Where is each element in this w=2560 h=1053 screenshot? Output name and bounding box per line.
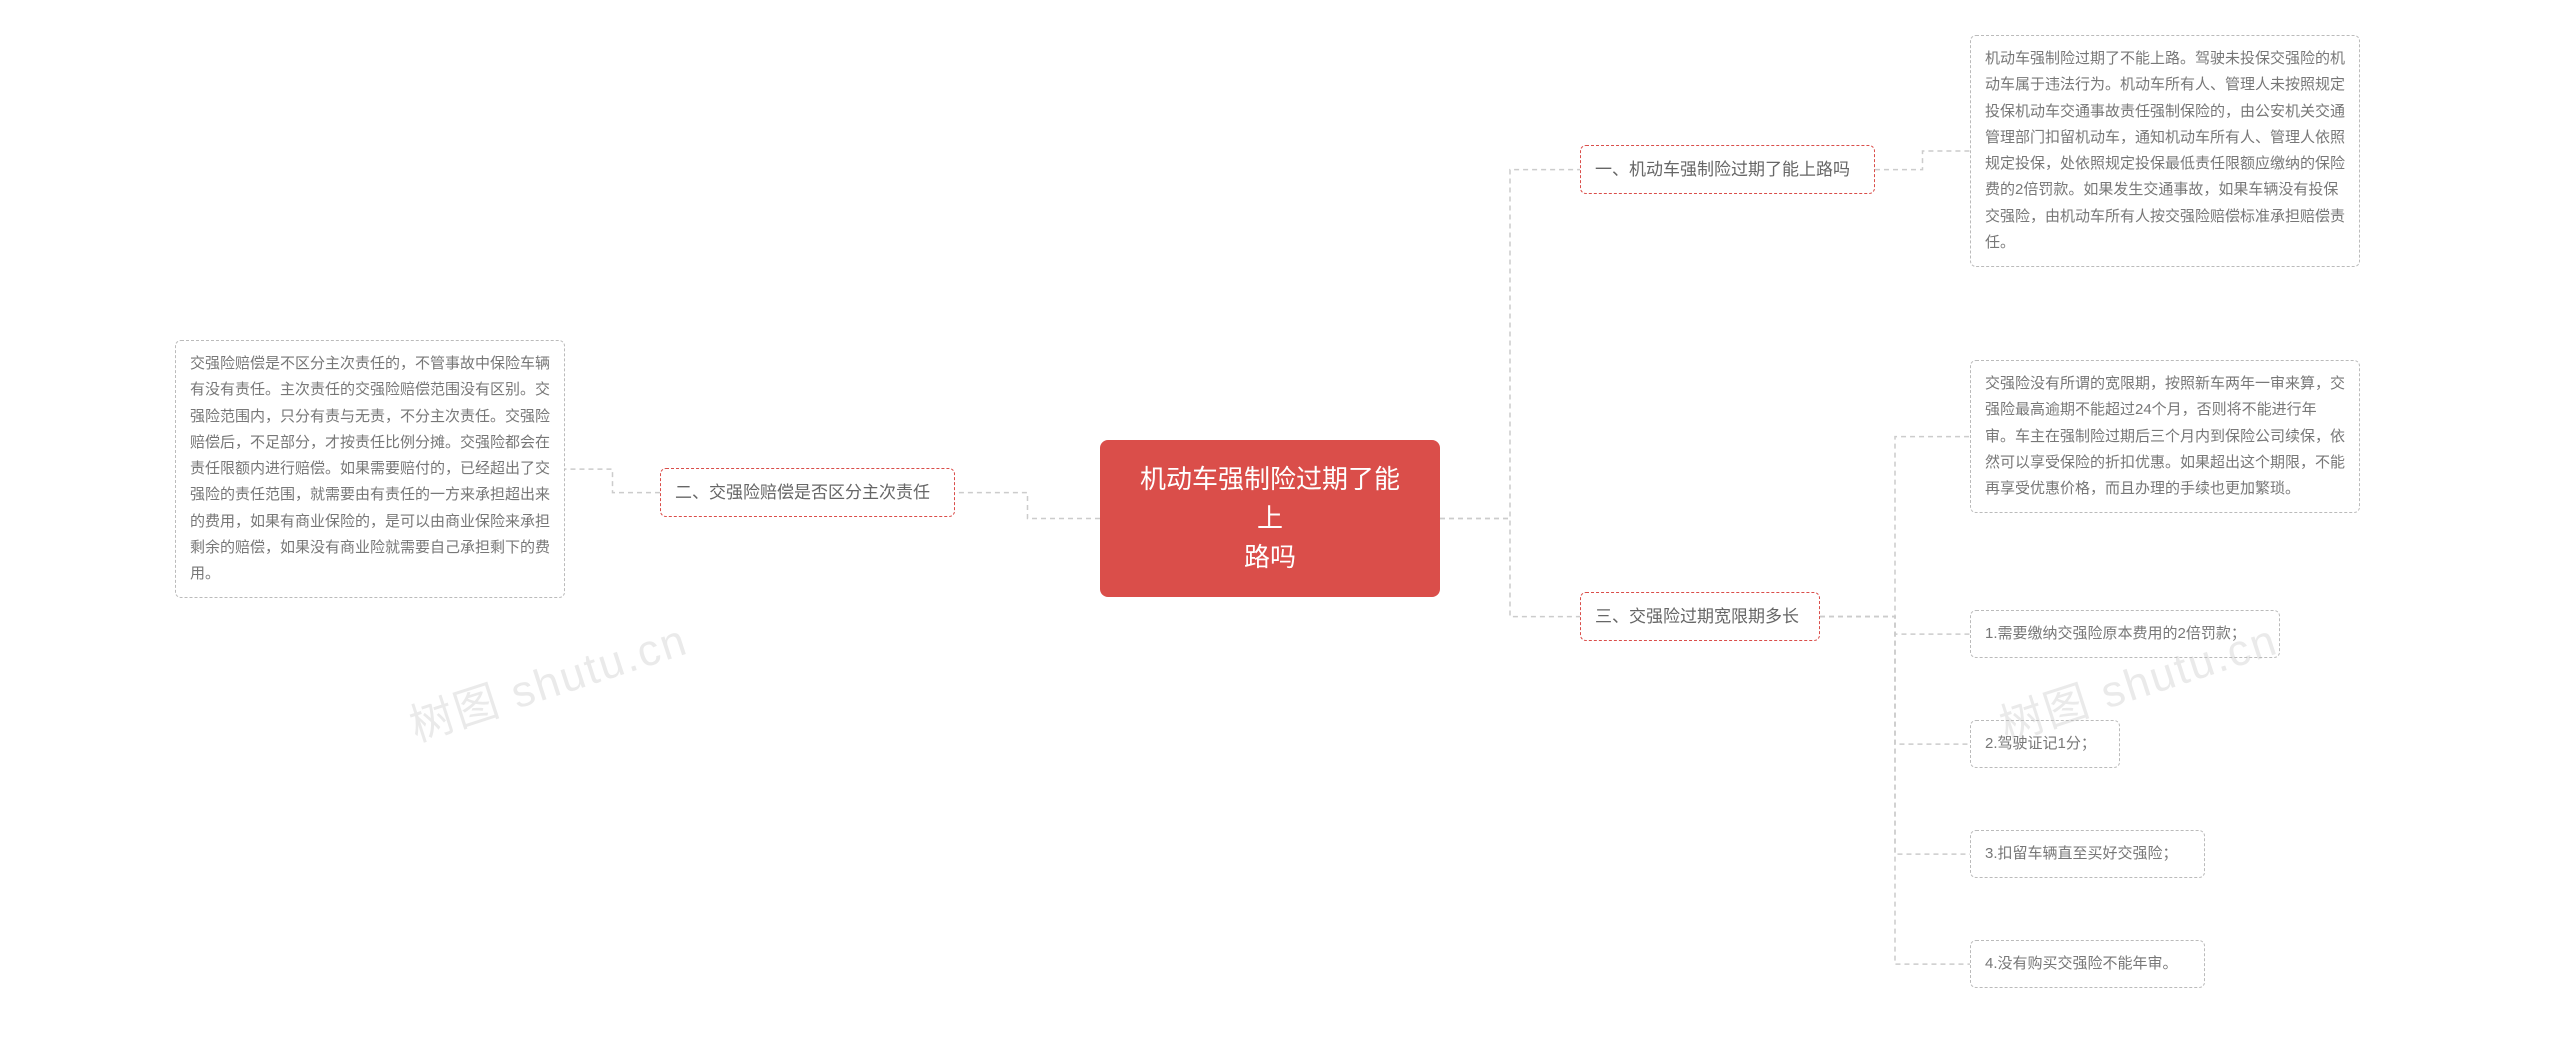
center-node: 机动车强制险过期了能上路吗 [1100,440,1440,597]
leaf-3d: 3.扣留车辆直至买好交强险； [1970,830,2205,878]
leaf-3a: 交强险没有所谓的宽限期，按照新车两年一审来算，交强险最高逾期不能超过24个月，否… [1970,360,2360,513]
leaf-3c: 2.驾驶证记1分； [1970,720,2120,768]
leaf-3b: 1.需要缴纳交强险原本费用的2倍罚款； [1970,610,2280,658]
branch-2: 二、交强险赔偿是否区分主次责任 [660,468,955,517]
leaf-1: 机动车强制险过期了不能上路。驾驶未投保交强险的机动车属于违法行为。机动车所有人、… [1970,35,2360,267]
leaf-2: 交强险赔偿是不区分主次责任的，不管事故中保险车辆有没有责任。主次责任的交强险赔偿… [175,340,565,598]
branch-1: 一、机动车强制险过期了能上路吗 [1580,145,1875,194]
watermark-1: 树图 shutu.cn [400,604,694,754]
leaf-3e: 4.没有购买交强险不能年审。 [1970,940,2205,988]
branch-3: 三、交强险过期宽限期多长 [1580,592,1820,641]
